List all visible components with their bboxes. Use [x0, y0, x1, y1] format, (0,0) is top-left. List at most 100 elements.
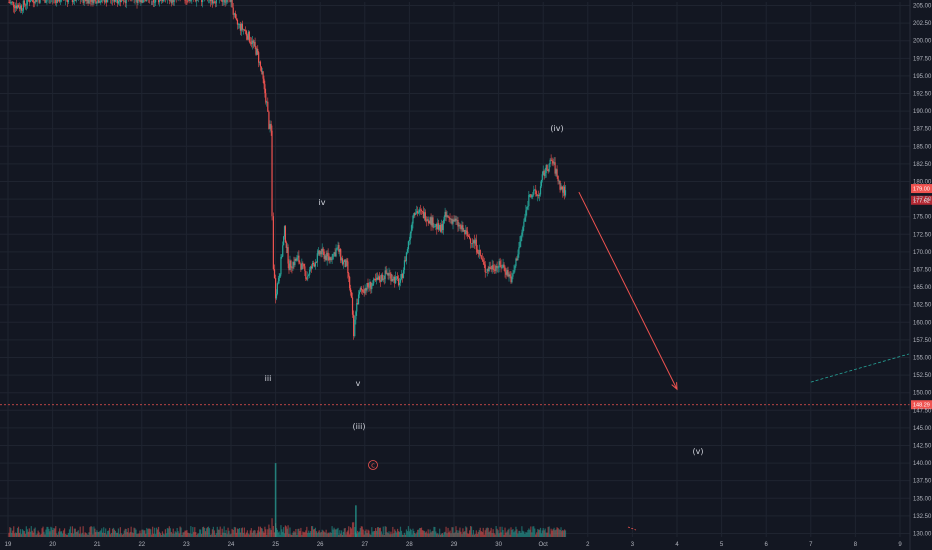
- volume-bar: [491, 533, 493, 537]
- volume-bar: [388, 531, 390, 537]
- volume-bar: [397, 528, 399, 537]
- price-tick-label: 160.00: [913, 320, 932, 326]
- candle-body: [390, 273, 392, 281]
- volume-bar: [25, 526, 27, 537]
- volume-bar: [549, 534, 551, 537]
- volume-bar: [19, 529, 22, 537]
- candle-body: [549, 159, 551, 164]
- volume-bar: [8, 532, 10, 537]
- volume-bar: [449, 530, 451, 537]
- candlesticks: [8, 0, 567, 340]
- volume-bar: [138, 533, 140, 537]
- volume-bar: [124, 528, 126, 537]
- volume-bar: [9, 527, 11, 537]
- volume-bar: [83, 534, 85, 537]
- candle-body: [99, 2, 101, 3]
- volume-bar: [68, 529, 71, 537]
- candle-body: [310, 266, 312, 270]
- candle-body: [398, 282, 401, 286]
- volume-bar: [543, 530, 545, 537]
- volume-bar: [300, 527, 302, 537]
- volume-bar: [174, 531, 176, 537]
- volume-bar: [466, 527, 468, 537]
- volume-bar: [136, 533, 138, 537]
- volume-bar: [346, 531, 348, 537]
- candle-body: [161, 0, 164, 2]
- volume-bar: [34, 527, 36, 537]
- candle-body: [334, 252, 336, 257]
- candle-body: [278, 277, 280, 282]
- candle-body: [314, 262, 317, 267]
- candle-body: [185, 0, 187, 2]
- price-axis[interactable]: 205.00 202.50 200.00 197.50 195.00 192.50 190.…: [909, 0, 932, 550]
- candle-body: [100, 0, 102, 3]
- volume-bar: [146, 527, 148, 537]
- volume-bar: [411, 534, 413, 537]
- candle-body: [55, 0, 57, 3]
- candle-body: [237, 24, 240, 25]
- volume-bar: [298, 528, 300, 537]
- candle-body: [499, 261, 501, 265]
- volume-bar: [519, 530, 521, 537]
- volume-bar: [45, 529, 47, 537]
- candle-body: [319, 251, 321, 255]
- candle-body: [341, 258, 344, 265]
- candle-body: [169, 0, 171, 1]
- candle-body: [443, 216, 445, 224]
- candle-body: [159, 0, 162, 1]
- candle-body: [303, 263, 305, 267]
- volume-bar: [561, 531, 563, 537]
- volume-bar: [81, 532, 83, 537]
- price-tick-label: 155.00: [913, 355, 932, 361]
- volume-bar: [36, 533, 38, 537]
- candle-body: [478, 250, 480, 255]
- candle-body: [415, 213, 417, 215]
- volume-bar: [395, 530, 397, 537]
- time-axis[interactable]: 19 20 21 22 23 24 25 26 27 28 29 30 Oct 2 3 4 5 6 7 8 9: [5, 542, 903, 548]
- candle-body: [431, 217, 433, 226]
- candle-body: [504, 267, 506, 273]
- candle-body: [517, 254, 519, 261]
- volume-bar: [523, 531, 525, 537]
- candle-body: [255, 46, 257, 55]
- price-tick-label: 157.50: [913, 338, 932, 344]
- volume-bar: [462, 528, 464, 537]
- candle-body: [137, 0, 139, 3]
- candle-body: [335, 249, 337, 257]
- candle-body: [124, 0, 126, 4]
- volume-bar: [152, 526, 154, 537]
- price-tick-label: 187.50: [913, 127, 932, 133]
- volume-bar: [441, 533, 444, 537]
- volume-bar: [127, 528, 129, 537]
- volume-bar: [276, 529, 278, 537]
- volume-bar: [151, 534, 153, 537]
- candle-body: [551, 160, 553, 162]
- volume-bar: [173, 533, 175, 537]
- candle-body: [259, 61, 262, 67]
- volume-bar: [114, 530, 117, 537]
- candle-body: [320, 251, 322, 255]
- volume-bar: [26, 529, 28, 537]
- volume-bar: [243, 527, 245, 537]
- volume-bar: [418, 529, 420, 537]
- volume-bar: [158, 531, 161, 537]
- price-tick-label: 177.50: [913, 197, 932, 203]
- volume-bar: [84, 532, 86, 537]
- candle-body: [505, 272, 507, 275]
- volume-bar: [29, 531, 31, 537]
- volume-bar: [293, 530, 295, 537]
- volume-bar: [164, 529, 167, 537]
- volume-bar: [426, 533, 428, 537]
- candle-body: [316, 253, 318, 263]
- wave-label-iv: iv: [319, 198, 326, 207]
- volume-bar: [51, 527, 53, 537]
- volume-bar: [168, 526, 170, 537]
- candle-body: [72, 0, 74, 3]
- candle-body: [256, 48, 258, 55]
- candle-body: [453, 219, 455, 222]
- candle-body: [12, 1, 14, 3]
- candle-body: [391, 279, 393, 281]
- candle-body: [533, 189, 535, 195]
- candle-body: [435, 224, 437, 227]
